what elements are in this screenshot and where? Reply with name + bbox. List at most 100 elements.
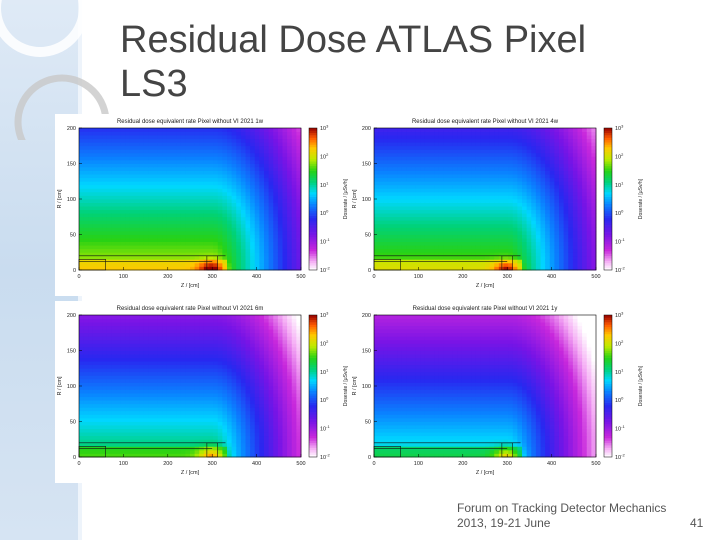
heatmap-cell (199, 142, 205, 147)
heatmap-cell (222, 209, 228, 214)
heatmap-cell (480, 238, 486, 242)
heatmap-cell (236, 177, 242, 182)
heatmap-cell (461, 202, 467, 207)
heatmap-cell (83, 170, 89, 175)
heatmap-cell (457, 220, 463, 225)
heatmap-cell (129, 195, 135, 200)
heatmap-cell (134, 407, 140, 412)
heatmap-cell (88, 350, 94, 355)
heatmap-cell (475, 252, 481, 257)
heatmap-cells (79, 315, 302, 458)
heatmap-cell (498, 209, 504, 214)
colorbar-segment (604, 220, 612, 223)
heatmap-cell (554, 142, 560, 147)
heatmap-cell (185, 184, 191, 189)
heatmap-cell (480, 199, 486, 203)
heatmap-cell (199, 209, 205, 214)
heatmap-cell (457, 131, 463, 136)
heatmap-cell (171, 163, 177, 168)
heatmap-cell (397, 191, 403, 196)
heatmap-cell (83, 241, 89, 246)
heatmap-cell (162, 315, 168, 319)
heatmap-cell (79, 417, 85, 422)
heatmap-cell (148, 378, 154, 383)
heatmap-cell (185, 206, 191, 211)
heatmap-cell (102, 191, 108, 196)
heatmap-cell (180, 149, 186, 154)
heatmap-cell (498, 142, 504, 147)
heatmap-cell (383, 202, 389, 207)
heatmap-cell (535, 135, 541, 140)
heatmap-cell (545, 230, 551, 235)
heatmap-cell (111, 435, 117, 440)
heatmap-cell (111, 252, 117, 257)
heatmap-cell (231, 170, 237, 175)
heatmap-cell (148, 202, 154, 207)
colorbar-segment (604, 251, 612, 254)
heatmap-cell (461, 241, 467, 246)
heatmap-cell (203, 238, 209, 242)
heatmap-cell (162, 322, 168, 327)
heatmap-cell (480, 128, 486, 132)
heatmap-cell (415, 266, 421, 271)
heatmap-cell (420, 266, 426, 271)
heatmap-cell (106, 368, 112, 373)
heatmap-cell (88, 216, 94, 221)
colorbar-segment (309, 255, 317, 259)
heatmap-cell (180, 346, 186, 351)
heatmap-cell (153, 191, 159, 196)
heatmap-cell (157, 325, 163, 330)
heatmap-cell (282, 266, 288, 271)
heatmap-cell (374, 156, 380, 161)
heatmap-cell (489, 174, 495, 179)
heatmap-cell (438, 159, 444, 164)
heatmap-cell (277, 213, 283, 218)
heatmap-cell (240, 199, 246, 203)
heatmap-cell (268, 181, 274, 186)
heatmap-cell (240, 174, 246, 179)
heatmap-cell (180, 449, 186, 454)
heatmap-cell (143, 439, 149, 444)
heatmap-cell (387, 227, 393, 232)
colorbar-segment (309, 194, 317, 197)
heatmap-cell (401, 227, 407, 232)
heatmap-cell (397, 206, 403, 211)
heatmap-cell (162, 195, 168, 200)
heatmap-cell (535, 241, 541, 246)
heatmap-cell (559, 202, 565, 207)
heatmap-cell (116, 241, 122, 246)
heatmap-cell (222, 245, 228, 250)
heatmap-cell (577, 145, 583, 150)
heatmap-cell (494, 245, 500, 250)
heatmap-cell (111, 346, 117, 351)
heatmap-cell (213, 138, 219, 143)
heatmap-cell (540, 248, 546, 253)
heatmap-cell (180, 339, 186, 344)
colorbar-segment (604, 243, 612, 247)
heatmap-cell (236, 255, 242, 260)
heatmap-cell (503, 191, 509, 196)
heatmap-cell (102, 400, 108, 405)
heatmap-cell (157, 262, 163, 267)
heatmap-cell (457, 216, 463, 221)
heatmap-cell (157, 191, 163, 196)
heatmap-cell (134, 213, 140, 218)
heatmap-cell (531, 241, 537, 246)
heatmap-cell (572, 142, 578, 147)
heatmap-cell (143, 332, 149, 337)
heatmap-cell (97, 181, 103, 186)
heatmap-cell (517, 230, 523, 235)
heatmap-cell (443, 230, 449, 235)
heatmap-cell (401, 195, 407, 200)
heatmap-cell (92, 421, 98, 426)
heatmap-cell (568, 206, 574, 211)
heatmap-cell (282, 206, 288, 211)
heatmap-cell (277, 241, 283, 246)
heatmap-cell (461, 245, 467, 250)
heatmap-cell (143, 371, 149, 376)
heatmap-cell (591, 206, 597, 211)
heatmap-cell (568, 138, 574, 143)
heatmap-cell (134, 421, 140, 426)
heatmap-cell (291, 262, 297, 267)
heatmap-cell (471, 191, 477, 196)
